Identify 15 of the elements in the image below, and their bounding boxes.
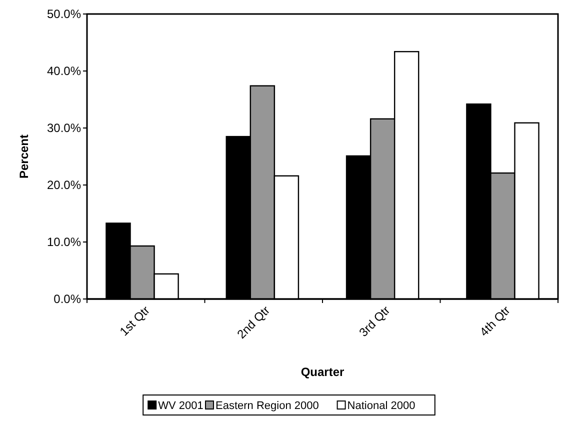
y-tick-label: 10.0% (46, 235, 82, 250)
y-tick-label: 30.0% (46, 121, 82, 136)
y-tick-label: 20.0% (46, 178, 82, 192)
legend-label: Eastern Region 2000 (216, 400, 319, 412)
legend-label: National 2000 (347, 400, 416, 412)
x-tick-label: 3rd Qtr (356, 303, 393, 340)
x-tick-label: 2nd Qtr (234, 303, 273, 342)
y-tick-label: 50.0% (46, 7, 82, 22)
y-tick-label: 40.0% (46, 64, 82, 78)
x-tick-label: 4th Qtr (477, 303, 513, 340)
y-axis-title: Percent (17, 134, 31, 179)
legend-label: WV 2001 (158, 400, 204, 412)
x-axis-title: Quarter (300, 365, 344, 379)
y-tick-label: 0.0% (54, 292, 82, 306)
x-tick-label: 1st Qtr (117, 303, 152, 339)
